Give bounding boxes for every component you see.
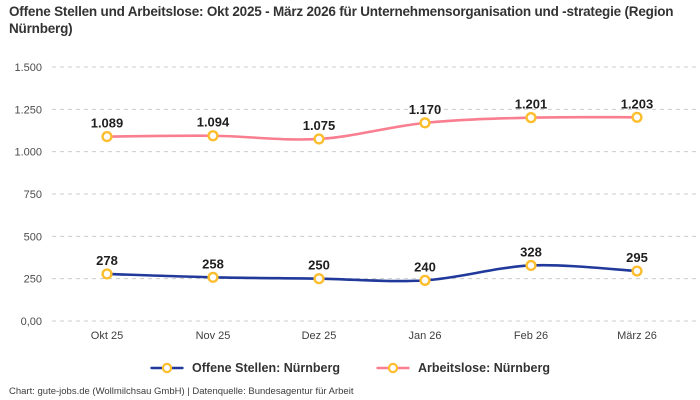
y-axis-tick-label: 0,00 [21, 316, 42, 328]
data-point-value-label: 328 [520, 244, 542, 259]
data-point-marker[interactable] [101, 268, 113, 280]
data-point-value-label: 278 [96, 253, 118, 268]
x-axis-tick-label: Okt 25 [91, 330, 123, 342]
data-point-value-label: 1.203 [621, 96, 654, 111]
data-point-marker[interactable] [525, 259, 537, 272]
data-point-value-label: 258 [202, 256, 224, 271]
data-point-value-label: 240 [414, 259, 436, 274]
data-point-marker[interactable] [525, 112, 537, 124]
series-line-1 [105, 115, 639, 141]
x-axis-tick-label: Feb 26 [514, 330, 548, 342]
legend-item-arbeitslose[interactable]: Arbeitslose: Nürnberg [376, 361, 550, 375]
data-point-value-label: 1.089 [91, 116, 124, 131]
data-point-marker[interactable] [207, 271, 219, 283]
data-point-value-label: 1.170 [409, 102, 442, 117]
data-point-value-label: 1.094 [197, 115, 230, 130]
data-point-marker[interactable] [313, 273, 325, 285]
legend-item-offene-stellen[interactable]: Offene Stellen: Nürnberg [150, 361, 340, 375]
y-axis-tick-label: 1.250 [14, 104, 42, 116]
data-point-marker[interactable] [101, 130, 113, 143]
legend-label-arbeitslose: Arbeitslose: Nürnberg [417, 361, 550, 375]
data-point-marker[interactable] [419, 274, 431, 286]
series-line-0 [105, 263, 639, 283]
y-axis-tick-label: 1.500 [14, 62, 42, 74]
legend-label-offene-stellen: Offene Stellen: Nürnberg [192, 361, 340, 375]
x-axis-tick-label: März 26 [617, 330, 657, 342]
y-axis-tick-label: 250 [24, 274, 42, 286]
line-chart: 0,00 250 500 750 1.000 1.250 1.500 Okt 25 Nov 25… [14, 62, 696, 342]
y-axis-tick-label: 750 [24, 189, 42, 201]
data-point-value-label: 1.201 [515, 97, 548, 112]
x-axis-tick-label: Jan 26 [408, 330, 441, 342]
data-point-marker[interactable] [631, 265, 643, 277]
chart-title: Offene Stellen und Arbeitslose: Okt 2025… [9, 4, 674, 37]
line-marker-icon [376, 362, 410, 374]
x-axis-tick-label: Dez 25 [302, 330, 337, 342]
data-point-marker[interactable] [313, 133, 325, 145]
data-point-value-label: 250 [308, 258, 330, 273]
data-point-marker[interactable] [207, 130, 219, 142]
attribution: Chart: gute-jobs.de (Wollmilchsau GmbH) … [9, 386, 354, 397]
data-point-value-label: 1.075 [303, 118, 336, 133]
y-axis-tick-label: 500 [24, 231, 42, 243]
x-axis-tick-label: Nov 25 [196, 330, 231, 342]
line-marker-icon [150, 362, 184, 374]
data-point-marker[interactable] [631, 111, 643, 123]
data-point-marker[interactable] [419, 117, 431, 129]
data-point-value-label: 295 [626, 250, 648, 265]
legend: Offene Stellen: Nürnberg Arbeitslose: Nü… [0, 361, 700, 375]
y-axis-tick-label: 1.000 [14, 147, 42, 159]
